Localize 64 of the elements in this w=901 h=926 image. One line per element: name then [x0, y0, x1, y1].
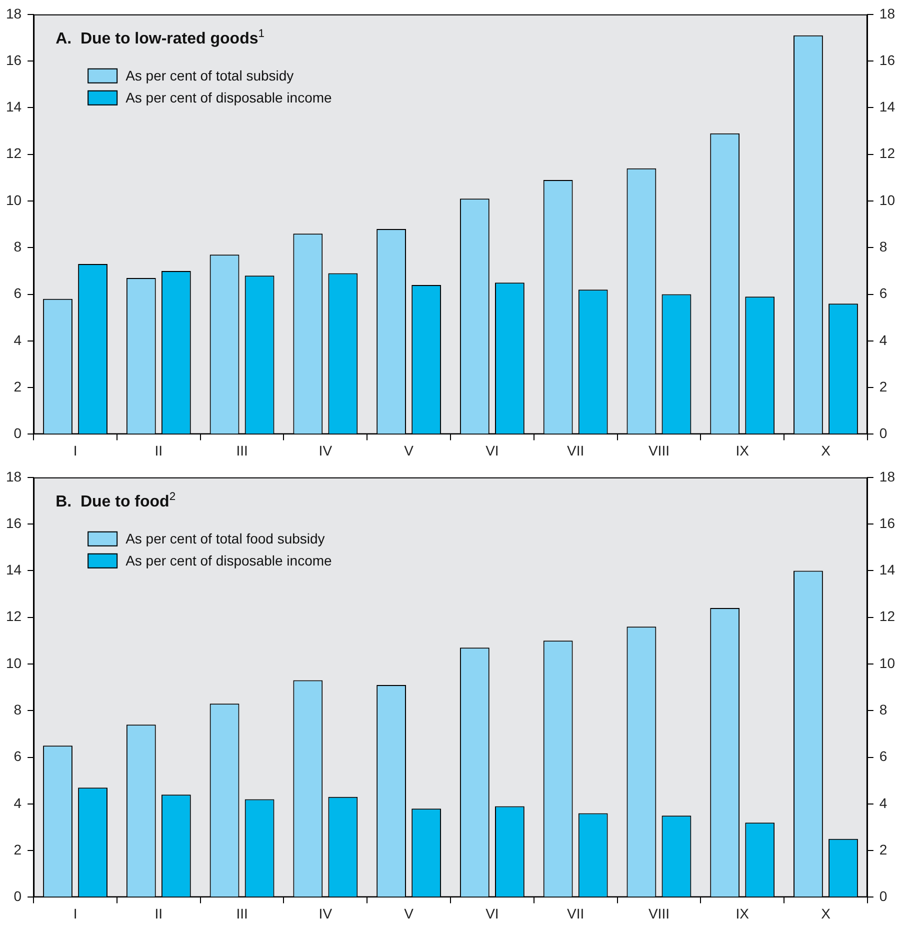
y2-tick-label: 4	[879, 794, 888, 811]
y2-tick-label: 10	[879, 192, 896, 208]
x-tick-label: IV	[318, 442, 333, 458]
y-tick-label: 6	[14, 748, 22, 764]
y-tick-label: 0	[14, 425, 22, 442]
x-tick-label: III	[236, 905, 248, 922]
x-tick-label: VI	[486, 442, 499, 458]
x-tick-label: III	[236, 442, 248, 458]
legend-label: As per cent of disposable income	[126, 89, 332, 106]
legend-label: As per cent of total subsidy	[126, 67, 294, 84]
legend-label: As per cent of total food subsidy	[126, 530, 325, 546]
y-tick-label: 14	[6, 562, 22, 578]
y2-tick-label: 12	[879, 608, 896, 624]
y-tick-label: 12	[6, 608, 22, 624]
y-tick-label: 16	[6, 52, 22, 68]
x-tick-label: VIII	[648, 905, 670, 922]
y-tick-label: 8	[14, 701, 22, 718]
x-tick-label: V	[404, 905, 414, 922]
y-tick-label: 18	[6, 5, 22, 22]
y2-tick-label: 8	[879, 701, 888, 718]
y2-tick-label: 2	[879, 378, 888, 394]
y2-tick-label: 18	[879, 5, 896, 22]
x-tick-label: VIII	[648, 442, 670, 458]
y-tick-label: 16	[6, 514, 22, 531]
x-tick-label: VII	[567, 442, 584, 458]
x-tick-label: IX	[736, 442, 750, 458]
y-tick-label: 4	[14, 794, 22, 811]
y2-tick-label: 16	[879, 52, 896, 68]
x-tick-label: V	[404, 442, 414, 458]
y-tick-label: 18	[6, 468, 22, 484]
x-tick-label: I	[73, 905, 78, 922]
x-tick-label: VI	[486, 905, 499, 922]
y2-tick-label: 14	[879, 562, 896, 578]
y-tick-label: 8	[14, 238, 22, 254]
x-tick-label: X	[821, 442, 832, 458]
y2-tick-label: 6	[879, 748, 888, 764]
y2-tick-label: 16	[879, 514, 896, 531]
y2-tick-label: 4	[879, 332, 888, 348]
y2-tick-label: 0	[879, 425, 888, 442]
y2-tick-label: 8	[879, 238, 888, 254]
y-tick-label: 10	[6, 654, 22, 671]
y-tick-label: 4	[14, 332, 22, 348]
y-tick-label: 2	[14, 378, 22, 394]
y-tick-label: 12	[6, 145, 22, 162]
x-tick-label: X	[821, 905, 832, 922]
y2-tick-label: 10	[879, 654, 896, 671]
y-tick-label: 10	[6, 192, 22, 208]
y-tick-label: 0	[14, 888, 22, 904]
y-tick-label: 6	[14, 285, 22, 302]
x-tick-label: I	[73, 442, 78, 458]
legend-label: As per cent of disposable income	[126, 552, 332, 568]
x-tick-label: IX	[736, 905, 750, 922]
y2-tick-label: 0	[879, 888, 888, 904]
y2-tick-label: 12	[879, 145, 896, 162]
y2-tick-label: 18	[879, 468, 896, 484]
y2-tick-label: 14	[879, 98, 896, 115]
x-tick-label: II	[154, 905, 163, 922]
y2-tick-label: 6	[879, 285, 888, 302]
x-tick-label: VII	[567, 905, 584, 922]
y-tick-label: 2	[14, 841, 22, 858]
x-tick-label: II	[154, 442, 163, 458]
x-tick-label: IV	[318, 905, 333, 922]
y-tick-label: 14	[6, 98, 22, 115]
y2-tick-label: 2	[879, 841, 888, 858]
